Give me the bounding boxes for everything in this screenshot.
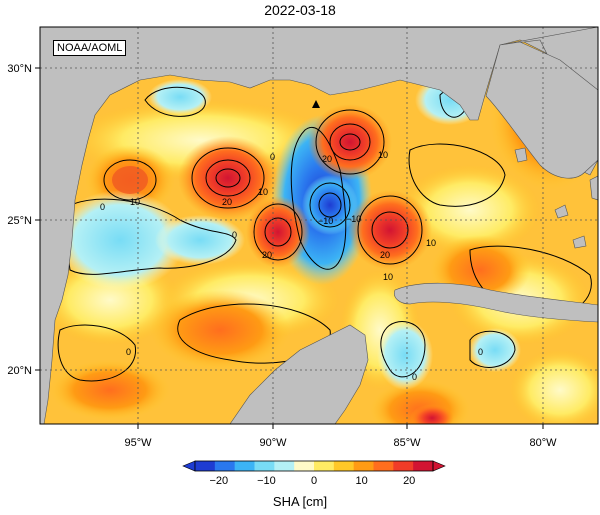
colorbar-tick-label: −20 bbox=[209, 475, 228, 487]
colorbar-unit-label: SHA [cm] bbox=[272, 494, 328, 509]
lat-label: 30°N bbox=[7, 63, 32, 75]
colorbar-swatch bbox=[214, 461, 236, 471]
map-title: 2022-03-18 bbox=[264, 2, 336, 18]
colorbar-swatch bbox=[314, 461, 335, 471]
colorbar-swatch bbox=[413, 461, 434, 471]
contour-value-labels: 0 10 20 −10 −10 20 10 20 10 10 0 20 10 0… bbox=[100, 150, 483, 382]
lon-label: 95°W bbox=[124, 437, 152, 449]
lon-label: 85°W bbox=[393, 437, 421, 449]
colorbar-swatch bbox=[393, 461, 414, 471]
contour-label: 20 bbox=[380, 250, 390, 260]
contour-label: 0 bbox=[126, 347, 131, 357]
contour-label: 0 bbox=[232, 230, 237, 240]
contour-label: 20 bbox=[322, 154, 332, 164]
contour-label: 0 bbox=[478, 347, 483, 357]
contour-label: 10 bbox=[378, 150, 388, 160]
colorbar-tick-label: 0 bbox=[311, 475, 317, 487]
colorbar-tick-label: 10 bbox=[355, 475, 367, 487]
colorbar-tick-label: 20 bbox=[403, 475, 415, 487]
colorbar-swatch bbox=[373, 461, 394, 471]
colorbar-swatch bbox=[274, 461, 295, 471]
colorbar: −20 −10 0 10 20 bbox=[182, 460, 446, 487]
plot-frame bbox=[39, 26, 599, 425]
colorbar-swatch bbox=[333, 461, 355, 471]
contour-label: 20 bbox=[262, 250, 272, 260]
contour-label: 10 bbox=[383, 272, 393, 282]
colorbar-swatch bbox=[234, 461, 255, 471]
contour-label: 10 bbox=[130, 197, 140, 207]
colorbar-swatch bbox=[195, 461, 216, 471]
colorbar-swatch bbox=[294, 461, 315, 471]
contour-label: 0 bbox=[412, 372, 417, 382]
latitude-labels: 30°N 25°N 20°N bbox=[7, 63, 32, 377]
credit-label: NOAA/AOML bbox=[53, 40, 127, 56]
lon-label: 90°W bbox=[259, 437, 287, 449]
land-masses bbox=[40, 27, 598, 424]
colorbar-swatch bbox=[254, 461, 275, 471]
contour-label: 10 bbox=[426, 238, 436, 248]
longitude-labels: 95°W 90°W 85°W 80°W bbox=[124, 437, 557, 449]
contour-label: 0 bbox=[100, 202, 105, 212]
colorbar-tick-label: −10 bbox=[257, 475, 276, 487]
colorbar-frame bbox=[194, 460, 434, 472]
colorbar-max-arrow bbox=[432, 460, 446, 472]
colorbar-min-arrow bbox=[182, 460, 196, 472]
contour-label: 0 bbox=[270, 152, 275, 162]
axis-ticks bbox=[35, 67, 544, 429]
contour-label: −10 bbox=[346, 214, 361, 224]
location-marker-icon bbox=[312, 100, 320, 108]
contour-label: 10 bbox=[258, 187, 268, 197]
colorbar-swatch bbox=[353, 461, 374, 471]
lon-label: 80°W bbox=[529, 437, 557, 449]
contour-label: 20 bbox=[222, 197, 232, 207]
lat-label: 25°N bbox=[7, 215, 32, 227]
lat-label: 20°N bbox=[7, 365, 32, 377]
contour-label: −10 bbox=[318, 216, 333, 226]
map-plot-area: 0 10 20 −10 −10 20 10 20 10 10 0 20 10 0… bbox=[40, 27, 598, 424]
graticule bbox=[40, 27, 598, 424]
